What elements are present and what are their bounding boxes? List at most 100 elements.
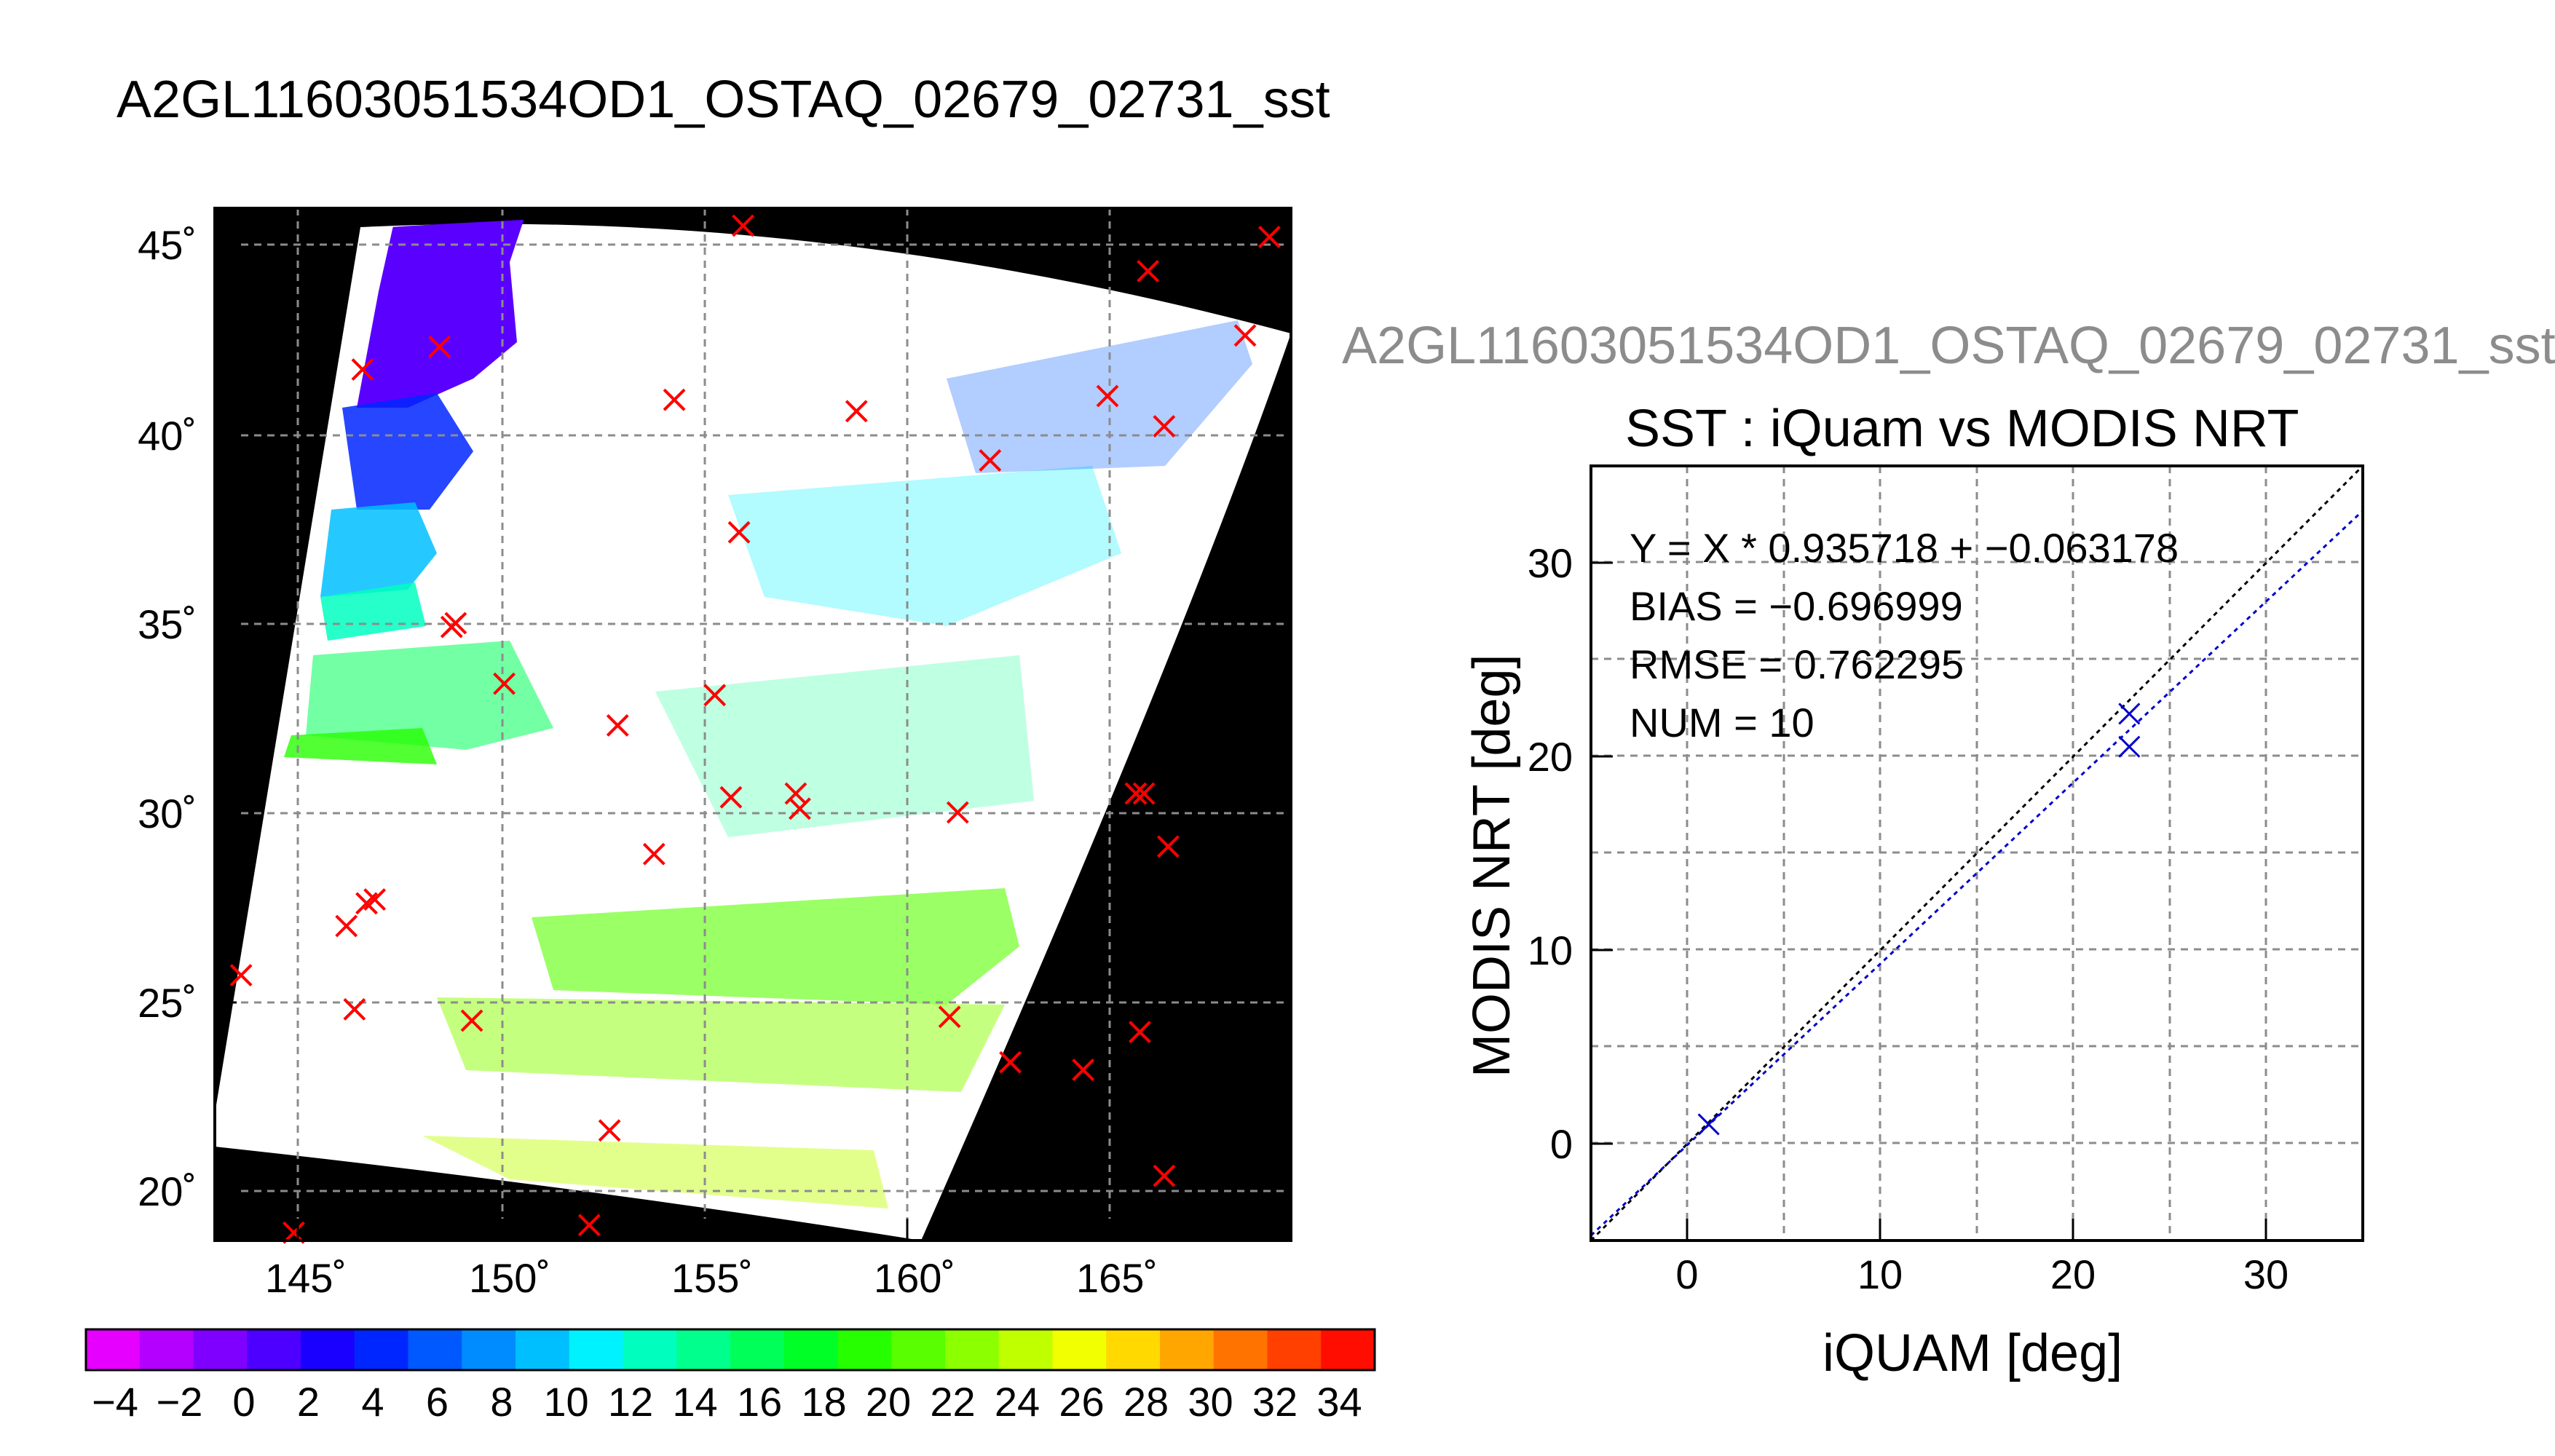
count-stat: NUM = 10 <box>1630 700 1814 745</box>
match-marker <box>577 1214 601 1237</box>
colorbar-swatch <box>1321 1329 1375 1370</box>
colorbar-tick-label: −2 <box>157 1379 203 1425</box>
colorbar-tick-label: 0 <box>232 1379 255 1425</box>
colorbar-tick-label: 22 <box>930 1379 975 1425</box>
match-marker <box>727 521 751 544</box>
match-marker <box>719 786 743 809</box>
colorbar-tick-label: 24 <box>995 1379 1040 1425</box>
match-marker <box>1137 259 1160 282</box>
match-marker <box>606 713 629 737</box>
y-tick-label: 10 <box>1528 927 1573 973</box>
match-marker <box>1072 1059 1095 1082</box>
ghost-title: A2GL11603051534OD1_OSTAQ_02679_02731_sst <box>1342 317 2555 375</box>
colorbar-swatch <box>676 1329 731 1370</box>
match-marker <box>598 1119 621 1142</box>
lat-label: 45˚ <box>138 222 197 268</box>
match-marker <box>703 684 727 707</box>
colorbar-swatch <box>1267 1329 1322 1370</box>
x-axis-label: iQUAM [deg] <box>1823 1324 2123 1382</box>
match-marker <box>1156 835 1180 858</box>
lat-label: 25˚ <box>138 980 197 1026</box>
sst-map: 45˚ 40˚ 35˚ 30˚ 25˚ 20˚ 145˚ 150˚ 155˚ 1… <box>84 207 1376 1425</box>
y-axis-label: MODIS NRT [deg] <box>1463 654 1521 1077</box>
map-border <box>213 207 1292 1242</box>
colorbar-tick-label: 18 <box>801 1379 846 1425</box>
y-tick-label: 0 <box>1550 1121 1573 1167</box>
lon-label: 150˚ <box>469 1255 550 1301</box>
colorbar-swatch <box>462 1329 516 1370</box>
colorbar-swatch <box>1052 1329 1107 1370</box>
colorbar-swatch <box>623 1329 677 1370</box>
match-marker <box>1124 782 1148 805</box>
colorbar-tick-label: 28 <box>1124 1379 1169 1425</box>
colorbar-tick-label: 26 <box>1059 1379 1104 1425</box>
map-ticks <box>215 243 1111 1241</box>
match-marker <box>732 214 755 237</box>
colorbar-swatch <box>301 1329 355 1370</box>
match-marker <box>229 964 253 987</box>
colorbar-tick-label: 6 <box>426 1379 449 1425</box>
scatter-point <box>1697 1113 1720 1136</box>
match-marker <box>946 801 969 824</box>
map-frame: 45˚ 40˚ 35˚ 30˚ 25˚ 20˚ 145˚ 150˚ 155˚ 1… <box>138 207 1292 1301</box>
colorbar-tick-label: −4 <box>92 1379 138 1425</box>
scatter-points <box>1697 703 2141 1136</box>
lon-label: 145˚ <box>265 1255 347 1301</box>
colorbar-swatch <box>730 1329 785 1370</box>
colorbar-tick-label: 10 <box>543 1379 588 1425</box>
colorbar-swatch <box>408 1329 462 1370</box>
match-marker <box>999 1051 1022 1074</box>
lon-label: 155˚ <box>671 1255 753 1301</box>
match-marker <box>335 914 358 938</box>
colorbar-swatch <box>1160 1329 1215 1370</box>
colorbar-tick-label: 20 <box>866 1379 911 1425</box>
match-marker <box>1257 226 1281 249</box>
colorbar-swatch <box>783 1329 838 1370</box>
rmse-stat: RMSE = 0.762295 <box>1630 641 1964 687</box>
lon-label: 165˚ <box>1076 1255 1158 1301</box>
colorbar-tick-label: 16 <box>737 1379 782 1425</box>
match-marker <box>789 797 811 820</box>
match-marker <box>1233 324 1257 347</box>
fit-equation: Y = X * 0.935718 + −0.063178 <box>1630 525 2179 571</box>
colorbar-swatch <box>354 1329 408 1370</box>
colorbar-swatch <box>891 1329 946 1370</box>
match-marker <box>460 1009 483 1032</box>
bias-stat: BIAS = −0.696999 <box>1630 583 1963 629</box>
colorbar-tick-label: 14 <box>672 1379 717 1425</box>
colorbar-swatch <box>86 1329 141 1370</box>
x-tick-label: 30 <box>2243 1251 2289 1297</box>
colorbar-swatch <box>139 1329 194 1370</box>
x-tick-label: 10 <box>1857 1251 1903 1297</box>
match-marker <box>428 335 451 358</box>
scatter-point <box>2118 735 2141 758</box>
colorbar-swatch <box>837 1329 892 1370</box>
match-marker <box>1153 415 1176 438</box>
map-markers <box>229 214 1281 1244</box>
match-marker <box>979 448 1002 472</box>
colorbar-swatch <box>193 1329 248 1370</box>
y-tick-label: 20 <box>1528 734 1573 780</box>
colorbar-swatch <box>569 1329 623 1370</box>
swath <box>215 223 1291 1241</box>
main-title: A2GL11603051534OD1_OSTAQ_02679_02731_sst <box>117 71 1330 129</box>
match-marker <box>663 388 686 411</box>
match-marker <box>493 672 516 695</box>
sst-field <box>284 218 1252 1208</box>
map-gridlines <box>215 208 1291 1241</box>
colorbar-swatch <box>998 1329 1053 1370</box>
lat-label: 35˚ <box>138 601 197 647</box>
colorbar-swatch <box>945 1329 1000 1370</box>
colorbar-swatch <box>1213 1329 1268 1370</box>
lon-label: 160˚ <box>874 1255 955 1301</box>
colorbar-tick-label: 2 <box>297 1379 320 1425</box>
match-marker <box>1129 1021 1151 1044</box>
colorbar-swatch <box>516 1329 570 1370</box>
match-marker <box>784 782 807 805</box>
colorbar: −4 −2 0 2 4 6 8 10 12 14 16 18 20 22 24 26 28 30 32 34 <box>84 1328 1376 1425</box>
match-marker <box>363 888 387 911</box>
match-marker <box>1132 782 1156 805</box>
match-marker <box>444 612 467 635</box>
lat-label: 20˚ <box>138 1168 197 1214</box>
x-tick-label: 0 <box>1675 1251 1698 1297</box>
